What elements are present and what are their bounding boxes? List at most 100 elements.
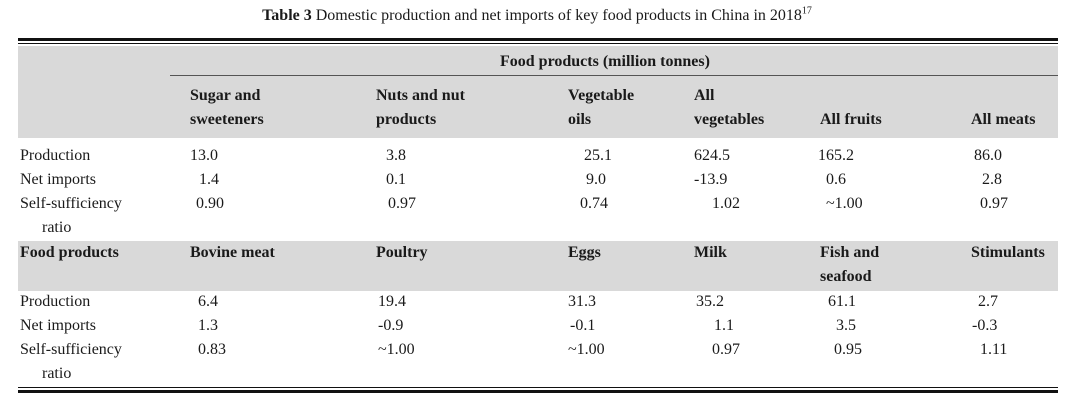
table-cell: 2.7 bbox=[978, 290, 998, 314]
table-cell: 6.4 bbox=[198, 290, 218, 314]
column-header-line: seafood bbox=[820, 268, 872, 285]
table-cell: 3.8 bbox=[386, 144, 406, 168]
table-cell-line: -0.1 bbox=[570, 317, 596, 334]
column-header: All meats bbox=[971, 108, 1035, 132]
caption-ref: 17 bbox=[801, 5, 812, 17]
table-cell-line: 0.97 bbox=[712, 341, 740, 358]
table-cell: 13.0 bbox=[190, 144, 218, 168]
table-cell-line: 3.5 bbox=[836, 317, 856, 334]
column-header-line: products bbox=[376, 111, 437, 128]
table-cell: 3.5 bbox=[836, 314, 856, 338]
row-label-line: ratio bbox=[42, 365, 72, 382]
table-cell-line: 1.02 bbox=[712, 195, 740, 212]
table-cell-line: 19.4 bbox=[378, 293, 406, 310]
table-cell: 1.1 bbox=[714, 314, 734, 338]
column-header-line: Poultry bbox=[376, 244, 428, 261]
column-header-line: All bbox=[694, 87, 715, 104]
column-header-line: Fish and bbox=[820, 244, 880, 261]
table-cell-line: -0.3 bbox=[972, 317, 998, 334]
table-cell-line: 165.2 bbox=[818, 147, 854, 164]
column-header-line: Sugar and bbox=[190, 87, 261, 104]
top-rule-2 bbox=[18, 43, 1058, 44]
table-cell: 0.1 bbox=[386, 168, 406, 192]
column-header: All vegetables bbox=[694, 84, 764, 132]
column-header-line: Eggs bbox=[568, 244, 601, 261]
table-cell: 31.3 bbox=[568, 290, 596, 314]
row-label-line: Self-sufficiency bbox=[20, 195, 122, 212]
table-cell-line: 9.0 bbox=[586, 171, 606, 188]
column-header: All fruits bbox=[820, 108, 882, 132]
row-label-line: Production bbox=[20, 293, 91, 310]
row-label-line: Net imports bbox=[20, 317, 96, 334]
row-label-line: Net imports bbox=[20, 171, 96, 188]
header-band-group bbox=[18, 46, 1058, 76]
table-cell-line: 3.8 bbox=[386, 147, 406, 164]
table-cell: 0.97 bbox=[980, 192, 1008, 216]
column-header: Poultry bbox=[376, 241, 428, 265]
table-cell-line: 1.1 bbox=[714, 317, 734, 334]
table-cell: 61.1 bbox=[828, 290, 856, 314]
table-cell-line: 1.4 bbox=[199, 171, 219, 188]
table-cell: -0.1 bbox=[570, 314, 595, 338]
row-label: Production bbox=[20, 144, 90, 168]
table-cell: 0.97 bbox=[712, 338, 740, 362]
header-band-columns bbox=[18, 76, 1058, 138]
table-cell: 35.2 bbox=[696, 290, 724, 314]
header-band-2 bbox=[18, 241, 1058, 291]
table-cell: 0.97 bbox=[388, 192, 416, 216]
row-label-line: Production bbox=[20, 147, 91, 164]
column-header-line: vegetables bbox=[694, 111, 765, 128]
table-cell: 0.83 bbox=[198, 338, 226, 362]
table-cell-line: 31.3 bbox=[568, 293, 596, 310]
caption-text: Domestic production and net imports of k… bbox=[315, 7, 802, 24]
table-cell-line: 0.6 bbox=[826, 171, 846, 188]
column-header: Stimulants bbox=[971, 241, 1045, 265]
column-header: Bovine meat bbox=[190, 241, 275, 265]
column-header: Sugar and sweeteners bbox=[190, 84, 264, 132]
row-label: Net imports bbox=[20, 168, 96, 192]
table-cell-line: 86.0 bbox=[974, 147, 1002, 164]
table-cell: 0.74 bbox=[580, 192, 608, 216]
column-header: Vegetable oils bbox=[568, 84, 634, 132]
table-cell-line: ~1.00 bbox=[826, 195, 863, 212]
table-cell-line: 624.5 bbox=[694, 147, 730, 164]
table-cell-line: 13.0 bbox=[190, 147, 218, 164]
row-header-label: Food products bbox=[20, 241, 119, 265]
table-cell: 1.11 bbox=[980, 338, 1007, 362]
table-cell: 165.2 bbox=[818, 144, 854, 168]
bottom-rule-1 bbox=[18, 387, 1058, 388]
table-cell: 2.8 bbox=[982, 168, 1002, 192]
row-label-line: ratio bbox=[42, 219, 72, 236]
table-cell: 0.6 bbox=[826, 168, 846, 192]
table-caption: Table 3 Domestic production and net impo… bbox=[0, 5, 1074, 25]
column-header-line: sweeteners bbox=[190, 111, 264, 128]
table-cell: -0.3 bbox=[972, 314, 997, 338]
column-header-line: All meats bbox=[971, 111, 1036, 128]
row-label-line: Self-sufficiency bbox=[20, 341, 122, 358]
column-header-line: Milk bbox=[694, 244, 727, 261]
table-cell-line: 0.97 bbox=[388, 195, 416, 212]
column-header-line: oils bbox=[568, 111, 592, 128]
table-cell-line: 2.8 bbox=[982, 171, 1002, 188]
column-header-line: Bovine meat bbox=[190, 244, 275, 261]
table-cell: 0.95 bbox=[834, 338, 862, 362]
table-cell-line: 0.1 bbox=[386, 171, 406, 188]
row-label: Net imports bbox=[20, 314, 96, 338]
row-label: Production bbox=[20, 290, 90, 314]
table-cell: 19.4 bbox=[378, 290, 406, 314]
column-header: Nuts and nut products bbox=[376, 84, 465, 132]
table-cell-line: -0.9 bbox=[378, 317, 404, 334]
table-cell-line: 0.90 bbox=[196, 195, 224, 212]
table-cell-line: 35.2 bbox=[696, 293, 724, 310]
table-cell: 9.0 bbox=[586, 168, 606, 192]
row-header-label-line: Food products bbox=[20, 244, 119, 261]
column-header: Fish and seafood bbox=[820, 241, 879, 289]
table-cell-line: 1.11 bbox=[980, 341, 1008, 358]
table-cell: -0.9 bbox=[378, 314, 403, 338]
caption-label: Table 3 bbox=[262, 7, 312, 24]
row-label: Self-sufficiency ratio bbox=[20, 192, 122, 240]
table-cell-line: 61.1 bbox=[828, 293, 856, 310]
table-cell: ~1.00 bbox=[568, 338, 605, 362]
table-cell-line: 0.97 bbox=[980, 195, 1008, 212]
table-cell-line: 0.83 bbox=[198, 341, 226, 358]
